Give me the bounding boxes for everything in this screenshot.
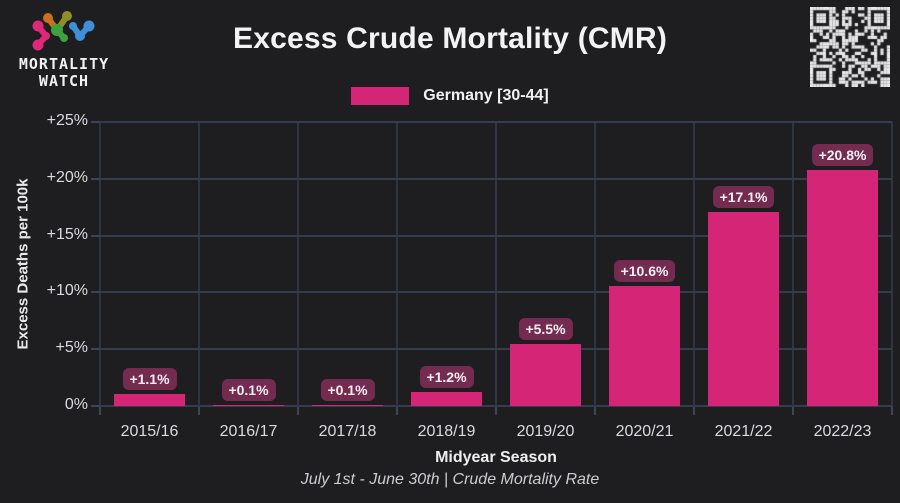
bar-value-badge: +0.1% xyxy=(221,378,276,401)
h-gridline xyxy=(100,405,892,407)
x-tick xyxy=(198,406,200,415)
v-gridline xyxy=(792,122,794,406)
x-tick xyxy=(297,406,299,415)
h-gridline xyxy=(100,291,892,294)
bar-value-badge: +1.2% xyxy=(419,366,474,389)
footer-note: July 1st - June 30th | Crude Mortality R… xyxy=(300,471,600,488)
h-gridline xyxy=(100,121,892,123)
y-tick-label: +15% xyxy=(46,225,88,243)
x-tick-label: 2022/23 xyxy=(813,423,872,440)
y-axis-title: Excess Deaths per 100k xyxy=(14,178,32,350)
bar xyxy=(114,393,185,406)
v-gridline xyxy=(396,122,398,406)
y-tick xyxy=(91,291,100,294)
y-tick-label: +25% xyxy=(46,112,88,129)
qr-code xyxy=(810,7,890,87)
x-tick-label: 2021/22 xyxy=(714,423,773,440)
y-tick xyxy=(91,405,100,407)
page-title: Excess Crude Mortality (CMR) xyxy=(232,22,668,55)
bar xyxy=(708,211,779,406)
x-tick xyxy=(891,406,893,415)
bar-value-badge: +1.1% xyxy=(122,367,177,390)
x-tick-label: 2019/20 xyxy=(516,423,575,440)
molecule-logo-icon xyxy=(32,11,95,51)
y-tick xyxy=(91,348,100,351)
logo-text-line2: WATCH xyxy=(38,72,90,90)
bar-value-badge: +5.5% xyxy=(518,317,573,340)
h-gridline xyxy=(100,177,892,180)
v-gridline xyxy=(198,122,200,406)
bar xyxy=(609,285,680,406)
bar xyxy=(213,404,284,406)
x-tick xyxy=(396,406,398,415)
v-gridline xyxy=(891,122,893,406)
bar xyxy=(510,343,581,406)
v-gridline xyxy=(495,122,497,406)
y-tick-label: +10% xyxy=(46,282,88,300)
y-tick-label: 0% xyxy=(64,396,88,413)
v-gridline xyxy=(297,122,299,406)
bar-value-badge: +17.1% xyxy=(712,185,775,208)
x-axis-title: Midyear Season xyxy=(435,449,557,466)
y-tick xyxy=(91,121,100,123)
x-tick xyxy=(792,406,794,415)
mortality-watch-logo: MORTALITY WATCH xyxy=(10,10,118,90)
legend-label: Germany [30-44] xyxy=(423,87,549,104)
bar xyxy=(312,404,383,406)
v-gridline xyxy=(594,122,596,406)
bar-value-badge: +20.8% xyxy=(811,143,874,166)
x-tick xyxy=(495,406,497,415)
y-tick xyxy=(91,177,100,180)
x-tick xyxy=(99,406,101,415)
legend: Germany [30-44] xyxy=(0,87,900,105)
y-tick-label: +5% xyxy=(55,339,88,357)
y-tick xyxy=(91,234,100,237)
bar xyxy=(411,392,482,406)
bar-value-badge: +10.6% xyxy=(613,259,676,282)
x-tick-label: 2016/17 xyxy=(219,423,278,440)
v-gridline xyxy=(99,122,101,406)
x-tick-label: 2015/16 xyxy=(120,423,179,440)
h-gridline xyxy=(100,234,892,237)
v-gridline xyxy=(693,122,695,406)
x-tick xyxy=(693,406,695,415)
h-gridline xyxy=(100,348,892,351)
x-tick-label: 2018/19 xyxy=(417,423,476,440)
x-tick-label: 2017/18 xyxy=(318,423,377,440)
legend-swatch xyxy=(351,87,410,105)
bar xyxy=(807,169,878,406)
x-tick-label: 2020/21 xyxy=(615,423,674,440)
y-tick-label: +20% xyxy=(46,168,88,186)
x-tick xyxy=(594,406,596,415)
bar-value-badge: +0.1% xyxy=(320,378,375,401)
logo-text-line1: MORTALITY xyxy=(18,55,110,73)
